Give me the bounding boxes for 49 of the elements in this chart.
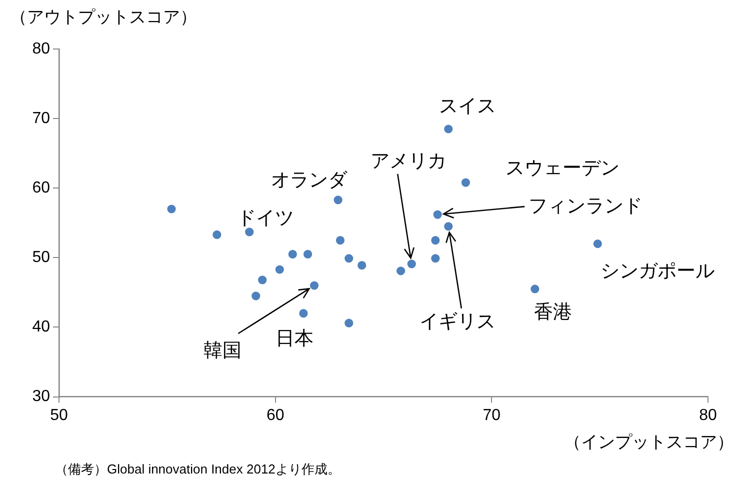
annotation: シンガポール — [600, 261, 715, 282]
annotation: ドイツ — [236, 208, 294, 230]
point — [431, 254, 440, 263]
point — [431, 236, 440, 245]
point — [444, 222, 453, 231]
point — [212, 230, 222, 240]
x-tick-label: 50 — [50, 406, 68, 424]
point — [444, 124, 453, 134]
y-tick-label: 60 — [32, 180, 50, 197]
point — [344, 318, 354, 328]
y-axis-title: （アウトプットスコア） — [10, 8, 197, 27]
x-tick-label: 70 — [482, 406, 501, 424]
point — [288, 250, 297, 258]
point — [252, 292, 260, 300]
annotation: イギリス — [419, 312, 496, 333]
point — [336, 236, 345, 245]
annotation: フィンランド — [528, 196, 643, 217]
y-tick-label: 70 — [32, 110, 50, 127]
annotation: オランダ — [271, 170, 348, 192]
point — [461, 178, 470, 187]
point — [303, 250, 312, 258]
point — [358, 261, 366, 270]
annotation: スイス — [438, 96, 496, 118]
y-tick-label: 80 — [32, 40, 50, 58]
point — [396, 266, 406, 276]
point — [167, 204, 176, 214]
annotation: アメリカ — [370, 151, 447, 172]
point — [433, 210, 442, 219]
annotation: 日本 — [275, 328, 314, 350]
annotation: スウェーデン — [506, 158, 620, 179]
point — [530, 284, 540, 294]
annotation: 香港 — [534, 302, 572, 324]
point — [275, 265, 284, 274]
text: （備考）Global innovation Index 2012より作成。 — [55, 462, 340, 477]
point — [407, 260, 416, 268]
annotation: 韓国 — [203, 340, 242, 362]
x-axis-title: （インプットスコア） — [564, 432, 734, 452]
point — [258, 276, 267, 284]
point — [334, 196, 342, 204]
point — [344, 254, 354, 263]
point — [310, 281, 319, 290]
x-tick-label: 60 — [266, 406, 284, 424]
point — [299, 309, 308, 318]
y-tick-label: 30 — [32, 388, 50, 406]
point — [593, 239, 602, 248]
x-tick-label: 80 — [699, 406, 717, 424]
point — [245, 228, 254, 236]
y-tick-label: 40 — [32, 318, 50, 336]
y-tick-label: 50 — [32, 249, 50, 266]
